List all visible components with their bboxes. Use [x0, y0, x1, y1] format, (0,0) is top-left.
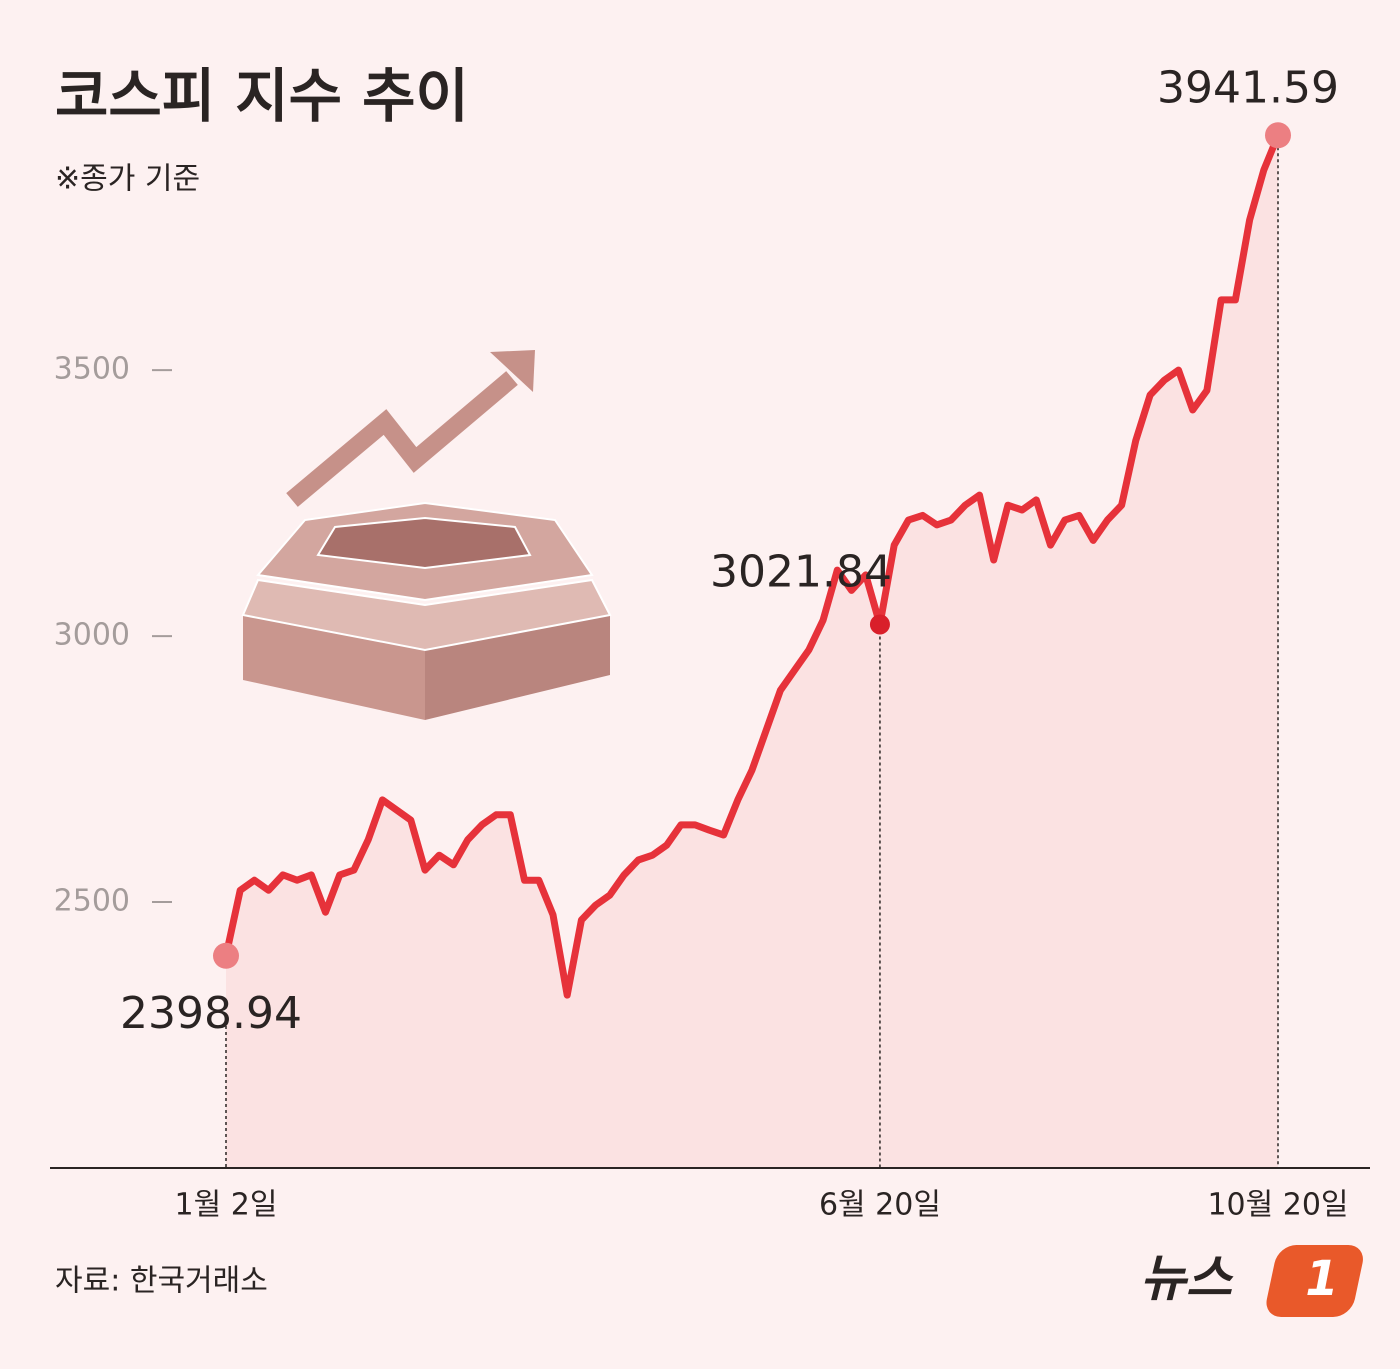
value-label: 3941.59 [1157, 62, 1339, 113]
x-tick-label: 1월 2일 [175, 1188, 278, 1223]
source: 자료: 한국거래소 [55, 1264, 268, 1299]
line [222, 133, 1282, 999]
chart-title: 코스피 지수 추이 [55, 62, 469, 130]
y-tick-label: 3000 [54, 618, 130, 653]
pedestal-tier [241, 578, 612, 652]
illustration [241, 350, 612, 720]
point-marker [1265, 122, 1291, 149]
value-label: 2398.94 [120, 988, 302, 1039]
logo-box [1266, 1245, 1363, 1317]
y-tick-label: 3500 [54, 352, 130, 387]
value-label: 3021.84 [710, 546, 892, 597]
x-tick-label: 6월 20일 [819, 1188, 941, 1223]
logo-mark: 1 [1305, 1251, 1338, 1307]
area [226, 135, 1278, 1168]
point-marker [869, 614, 890, 635]
arrow-head [490, 350, 535, 392]
pedestal-hole [316, 516, 532, 570]
x-tick-label: 10월 20일 [1207, 1188, 1348, 1223]
arrow [286, 371, 518, 507]
y-tick-label: 2500 [54, 884, 130, 919]
logo-text: 뉴스 [1140, 1250, 1234, 1308]
point-marker [213, 942, 239, 969]
logo: 뉴스 1 [1140, 1245, 1363, 1317]
subtitle: ※종가 기준 [55, 162, 200, 197]
